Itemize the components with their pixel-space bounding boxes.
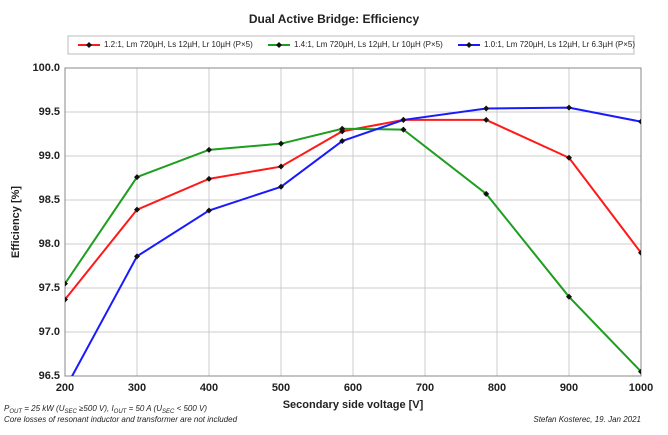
data-point bbox=[278, 140, 284, 147]
footnote-subscript: OUT bbox=[9, 409, 23, 415]
data-point bbox=[400, 116, 407, 123]
legend-label: 1.0:1, Lm 720µH, Ls 12µH, Lr 6.3µH (P×5) bbox=[484, 40, 635, 49]
data-point bbox=[638, 368, 641, 375]
data-point bbox=[638, 249, 641, 256]
footnote-text: Core losses of resonant inductor and tra… bbox=[4, 415, 238, 424]
footnote-subscript: SEC bbox=[64, 409, 77, 415]
legend-marker bbox=[276, 42, 282, 48]
legend-label: 1.2:1, Lm 720µH, Ls 12µH, Lr 10µH (P×5) bbox=[104, 40, 253, 49]
data-point bbox=[206, 146, 212, 153]
footnote-text: = 50 A (U bbox=[126, 404, 162, 413]
data-point bbox=[483, 190, 490, 197]
footnote-text: ≥500 V), I bbox=[77, 404, 115, 413]
footnote-subscript: OUT bbox=[114, 409, 128, 415]
footnote-text: = 25 kW (U bbox=[22, 404, 65, 413]
data-point bbox=[134, 206, 140, 213]
y-tick-label: 99.0 bbox=[39, 150, 60, 162]
y-tick-label: 98.5 bbox=[39, 194, 60, 206]
footnote: POUT = 25 kW (USEC ≥500 V), IOUT = 50 A … bbox=[4, 404, 207, 414]
x-tick-label: 500 bbox=[272, 382, 290, 394]
data-point bbox=[483, 116, 490, 123]
footnote-text: P bbox=[4, 404, 10, 413]
series bbox=[71, 104, 641, 376]
x-tick-label: 800 bbox=[488, 382, 506, 394]
y-tick-label: 99.5 bbox=[39, 106, 60, 118]
x-tick-label: 700 bbox=[416, 382, 434, 394]
footnote: Core losses of resonant inductor and tra… bbox=[4, 415, 238, 424]
x-axis-label: Secondary side voltage [V] bbox=[283, 399, 424, 411]
y-tick-label: 98.0 bbox=[39, 238, 60, 250]
data-point bbox=[65, 296, 68, 303]
data-point bbox=[566, 104, 572, 111]
x-tick-label: 900 bbox=[560, 382, 578, 394]
x-tick-label: 600 bbox=[344, 382, 362, 394]
data-point bbox=[65, 280, 68, 287]
series bbox=[65, 125, 641, 375]
legend-box bbox=[67, 35, 635, 55]
data-point bbox=[339, 138, 346, 145]
footnote-subscript: SEC bbox=[162, 409, 175, 415]
legend-marker bbox=[86, 42, 92, 48]
data-point bbox=[566, 154, 572, 161]
data-point bbox=[134, 253, 140, 260]
data-point bbox=[278, 183, 284, 190]
y-tick-label: 96.5 bbox=[39, 370, 60, 382]
legend-marker bbox=[466, 42, 472, 48]
chart-title: Dual Active Bridge: Efficiency bbox=[249, 12, 420, 26]
data-point bbox=[638, 118, 641, 125]
data-point bbox=[206, 207, 212, 214]
y-tick-label: 97.5 bbox=[39, 282, 60, 294]
data-point bbox=[134, 174, 140, 181]
data-point bbox=[339, 125, 346, 132]
y-tick-label: 97.0 bbox=[39, 326, 60, 338]
data-point bbox=[278, 163, 284, 170]
x-tick-label: 300 bbox=[128, 382, 146, 394]
x-tick-label: 200 bbox=[56, 382, 74, 394]
x-tick-label: 1000 bbox=[629, 382, 653, 394]
y-axis-label: Efficiency [%] bbox=[10, 186, 22, 258]
data-point bbox=[483, 105, 490, 112]
footnote-text: < 500 V) bbox=[174, 404, 207, 413]
x-tick-label: 400 bbox=[200, 382, 218, 394]
data-point bbox=[400, 126, 407, 133]
data-point bbox=[206, 175, 212, 182]
plot-border bbox=[64, 67, 642, 377]
legend-label: 1.4:1, Lm 720µH, Ls 12µH, Lr 10µH (P×5) bbox=[294, 40, 443, 49]
y-tick-label: 100.0 bbox=[32, 62, 60, 74]
data-point bbox=[566, 293, 572, 300]
credit: Stefan Kosterec, 19. Jan 2021 bbox=[533, 415, 641, 424]
